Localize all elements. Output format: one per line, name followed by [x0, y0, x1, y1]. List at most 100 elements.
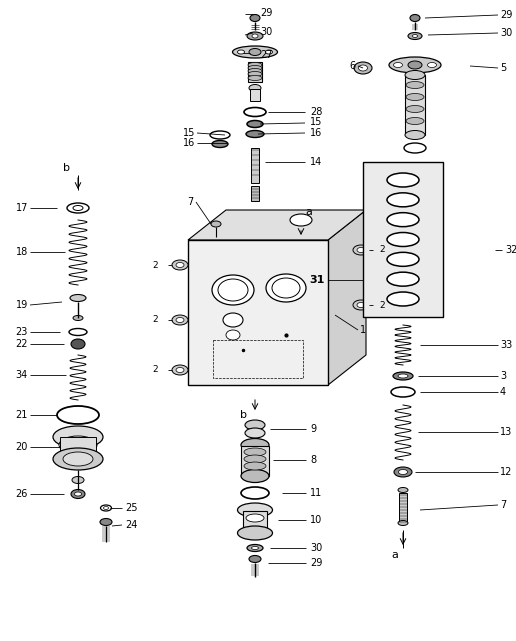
- Text: 2: 2: [152, 260, 158, 269]
- Ellipse shape: [237, 503, 272, 517]
- Ellipse shape: [387, 253, 419, 266]
- Ellipse shape: [74, 492, 82, 496]
- Text: 13: 13: [500, 427, 512, 437]
- Ellipse shape: [406, 117, 424, 124]
- Text: 5: 5: [500, 63, 506, 73]
- Text: 4: 4: [500, 387, 506, 397]
- Ellipse shape: [241, 469, 269, 483]
- Text: 2: 2: [152, 315, 158, 324]
- Bar: [241, 446, 269, 476]
- Ellipse shape: [212, 275, 254, 305]
- Ellipse shape: [398, 520, 408, 526]
- Ellipse shape: [176, 367, 184, 372]
- Polygon shape: [328, 210, 366, 385]
- Ellipse shape: [408, 33, 422, 40]
- Text: 25: 25: [125, 503, 137, 513]
- Ellipse shape: [387, 173, 419, 187]
- Text: 15: 15: [183, 128, 195, 138]
- Text: 8: 8: [310, 455, 316, 465]
- Ellipse shape: [406, 81, 424, 88]
- Text: 3: 3: [500, 371, 506, 381]
- Text: 1: 1: [360, 325, 366, 335]
- Ellipse shape: [266, 50, 272, 54]
- Ellipse shape: [104, 506, 108, 510]
- Ellipse shape: [248, 72, 262, 76]
- Ellipse shape: [100, 519, 112, 526]
- Text: 2: 2: [379, 246, 384, 254]
- Bar: [363, 162, 443, 317]
- Ellipse shape: [73, 206, 83, 210]
- Text: 31: 31: [310, 275, 325, 285]
- Ellipse shape: [53, 426, 103, 448]
- Ellipse shape: [387, 213, 419, 227]
- Text: 14: 14: [310, 157, 322, 167]
- Ellipse shape: [63, 452, 93, 466]
- Ellipse shape: [272, 278, 300, 298]
- Ellipse shape: [237, 526, 272, 540]
- Ellipse shape: [241, 438, 269, 451]
- Text: 12: 12: [500, 467, 512, 477]
- Text: 17: 17: [15, 203, 28, 213]
- Ellipse shape: [223, 313, 243, 327]
- Text: 9: 9: [310, 424, 316, 434]
- Text: 21: 21: [15, 410, 28, 420]
- Ellipse shape: [245, 420, 265, 430]
- Text: 22: 22: [15, 339, 28, 349]
- Ellipse shape: [394, 63, 402, 67]
- Ellipse shape: [211, 221, 221, 227]
- Ellipse shape: [73, 315, 83, 320]
- Ellipse shape: [244, 108, 266, 117]
- Text: 23: 23: [15, 327, 28, 337]
- Bar: [405, 75, 425, 135]
- Ellipse shape: [72, 476, 84, 483]
- Text: 11: 11: [310, 488, 322, 498]
- Text: 19: 19: [16, 300, 28, 310]
- Ellipse shape: [252, 34, 258, 38]
- Ellipse shape: [406, 94, 424, 101]
- Ellipse shape: [290, 214, 312, 226]
- Ellipse shape: [405, 131, 425, 140]
- Text: 26: 26: [15, 489, 28, 499]
- Ellipse shape: [387, 193, 419, 207]
- Ellipse shape: [412, 35, 417, 38]
- Ellipse shape: [353, 300, 369, 310]
- Ellipse shape: [244, 462, 266, 470]
- Ellipse shape: [354, 62, 372, 74]
- Ellipse shape: [172, 365, 188, 375]
- Ellipse shape: [250, 15, 260, 22]
- Text: 6: 6: [349, 61, 355, 71]
- Bar: [243, 511, 267, 533]
- Ellipse shape: [59, 436, 97, 454]
- Ellipse shape: [410, 15, 420, 22]
- Ellipse shape: [359, 65, 367, 71]
- Ellipse shape: [357, 247, 365, 253]
- Ellipse shape: [248, 65, 262, 71]
- Ellipse shape: [394, 467, 412, 477]
- Ellipse shape: [210, 131, 230, 139]
- Ellipse shape: [248, 76, 262, 81]
- Ellipse shape: [357, 303, 365, 308]
- Ellipse shape: [172, 315, 188, 325]
- Ellipse shape: [67, 203, 89, 213]
- Ellipse shape: [218, 279, 248, 301]
- Ellipse shape: [241, 487, 269, 499]
- Ellipse shape: [266, 274, 306, 302]
- Polygon shape: [188, 210, 366, 240]
- Ellipse shape: [246, 131, 264, 138]
- Ellipse shape: [176, 317, 184, 322]
- Bar: [399, 493, 407, 523]
- Ellipse shape: [398, 374, 408, 378]
- Ellipse shape: [408, 61, 422, 69]
- Text: 15: 15: [310, 117, 322, 127]
- Bar: [251, 148, 259, 183]
- Ellipse shape: [245, 428, 265, 438]
- Ellipse shape: [398, 469, 408, 474]
- Ellipse shape: [406, 106, 424, 113]
- Ellipse shape: [233, 46, 278, 58]
- Text: 30: 30: [260, 27, 272, 37]
- Ellipse shape: [71, 490, 85, 499]
- Text: 28: 28: [310, 107, 322, 117]
- Ellipse shape: [251, 547, 259, 549]
- Text: 7: 7: [187, 197, 193, 207]
- Text: 33: 33: [500, 340, 512, 350]
